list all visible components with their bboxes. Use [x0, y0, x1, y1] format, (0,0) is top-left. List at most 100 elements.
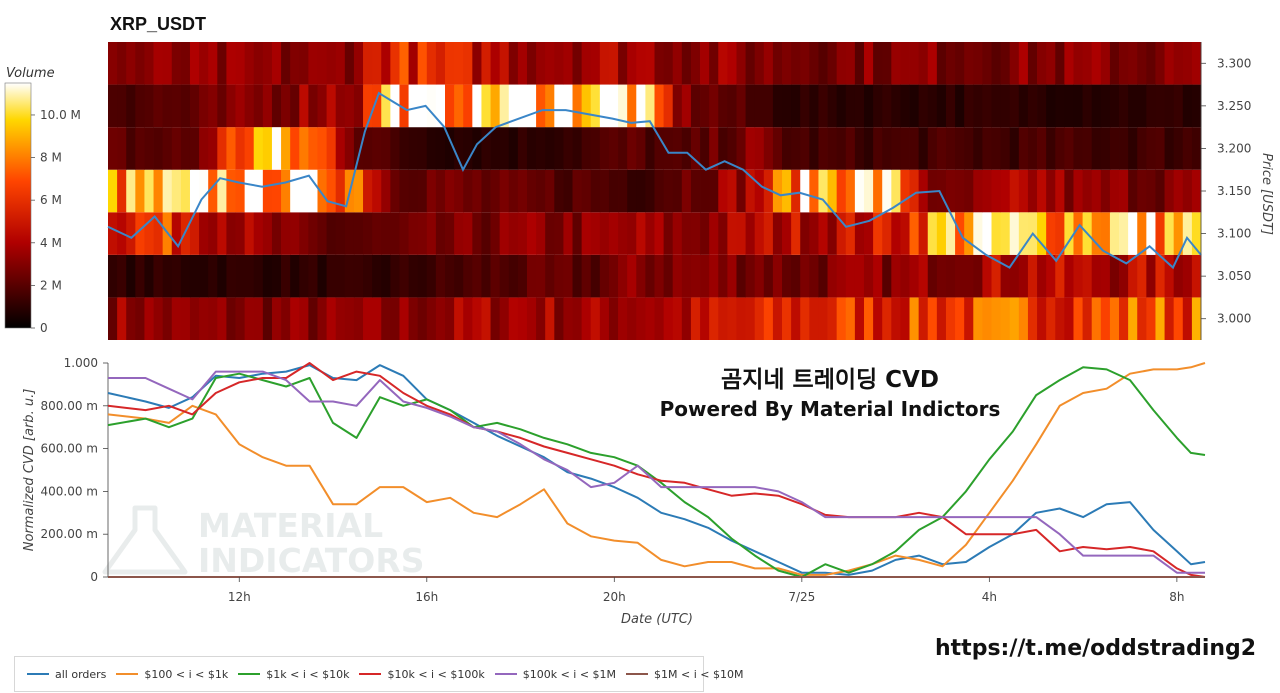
heatmap-cell	[836, 84, 847, 128]
heatmap-cell	[417, 212, 428, 255]
heatmap-cell	[135, 127, 145, 170]
heatmap-cell	[399, 84, 409, 128]
heatmap-cell	[681, 297, 692, 340]
heatmap-cell	[627, 254, 637, 298]
heatmap-cell	[782, 84, 792, 128]
heatmap-cell	[727, 42, 737, 85]
heatmap-cell	[563, 84, 573, 128]
heatmap-cell	[290, 297, 300, 340]
heatmap-cell	[1173, 212, 1184, 255]
cvd-y-tick-label: 1.000	[64, 356, 98, 370]
legend-item[interactable]: $1M < i < $10M	[626, 668, 743, 681]
heatmap-cell	[991, 212, 1002, 255]
heatmap-cell	[973, 42, 983, 85]
heatmap-cell	[554, 297, 564, 340]
heatmap-cell	[262, 297, 273, 340]
legend-item[interactable]: $100 < i < $1k	[116, 668, 228, 681]
heatmap-cell	[1000, 169, 1011, 213]
heatmap-cell	[945, 169, 956, 213]
heatmap-cell	[317, 169, 327, 213]
heatmap-cell	[1009, 127, 1020, 170]
heatmap-cell	[117, 297, 127, 340]
heatmap-cell	[1091, 297, 1102, 340]
heatmap-cell	[454, 84, 464, 128]
cvd-y-tick-label: 0	[90, 570, 98, 584]
heatmap-cell	[1018, 84, 1029, 128]
heatmap-cell	[709, 84, 719, 128]
heatmap-cell	[599, 254, 610, 298]
legend-item[interactable]: $100k < i < $1M	[494, 668, 616, 681]
heatmap-cell	[863, 169, 874, 213]
heatmap-cell	[171, 169, 182, 213]
heatmap-cell	[791, 169, 801, 213]
legend-swatch	[238, 673, 261, 675]
price-tick-label: 3.050	[1217, 269, 1251, 283]
heatmap-cell	[117, 42, 127, 85]
heatmap-cell	[126, 297, 136, 340]
heatmap-cell	[882, 169, 892, 213]
heatmap-cell	[308, 169, 318, 213]
heatmap-cell	[982, 127, 992, 170]
heatmap-cell	[681, 254, 692, 298]
heatmap-cell	[1155, 254, 1165, 298]
heatmap-cell	[882, 212, 892, 255]
price-tick-label: 3.150	[1217, 184, 1251, 198]
legend-item[interactable]: all orders	[27, 668, 106, 681]
heatmap-cell	[800, 169, 810, 213]
heatmap-cell	[809, 297, 819, 340]
heatmap-cell	[955, 297, 965, 340]
heatmap-cell	[1164, 42, 1175, 85]
heatmap-cell	[135, 212, 145, 255]
heatmap-cell	[290, 254, 300, 298]
heatmap-cell	[1182, 127, 1193, 170]
heatmap-cell	[545, 42, 555, 85]
heatmap-cell	[608, 42, 619, 85]
heatmap-cell	[526, 42, 537, 85]
heatmap-cell	[335, 42, 346, 85]
heatmap-cell	[226, 42, 236, 85]
heatmap-cell	[326, 42, 337, 85]
brand-overlay: 곰지네 트레이딩 CVD Powered By Material Indicto…	[600, 366, 1060, 424]
heatmap-cell	[189, 127, 200, 170]
heatmap-cell	[754, 169, 765, 213]
telegram-link[interactable]: https://t.me/oddstrading2	[935, 636, 1257, 661]
heatmap-cell	[526, 169, 537, 213]
heatmap-cell	[754, 212, 765, 255]
heatmap-cell	[672, 297, 683, 340]
heatmap-cell	[663, 127, 674, 170]
heatmap-cell	[918, 297, 929, 340]
heatmap-cell	[162, 297, 173, 340]
heatmap-cell	[344, 127, 355, 170]
heatmap-cell	[964, 297, 974, 340]
heatmap-cell	[490, 212, 501, 255]
heatmap-cell	[791, 127, 801, 170]
heatmap-cell	[344, 254, 355, 298]
heatmap-cell	[363, 84, 373, 128]
heatmap-cell	[791, 297, 801, 340]
heatmap-cell	[372, 212, 382, 255]
heatmap-cell	[636, 254, 646, 298]
heatmap-cell	[1191, 297, 1202, 340]
heatmap-cell	[727, 84, 737, 128]
heatmap-cell	[1164, 84, 1175, 128]
heatmap-cell	[672, 212, 683, 255]
heatmap-cell	[490, 297, 501, 340]
heatmap-cell	[1018, 42, 1029, 85]
legend-item[interactable]: $10k < i < $100k	[359, 668, 485, 681]
heatmap-cell	[672, 254, 683, 298]
heatmap-cell	[199, 212, 209, 255]
heatmap-cell	[854, 297, 865, 340]
legend-item[interactable]: $1k < i < $10k	[238, 668, 349, 681]
heatmap-cell	[244, 42, 255, 85]
heatmap-cell	[645, 297, 655, 340]
heatmap-cell	[208, 42, 218, 85]
heatmap-cell	[217, 84, 227, 128]
heatmap-cell	[536, 212, 546, 255]
heatmap-cell	[472, 212, 482, 255]
heatmap-cell	[363, 42, 373, 85]
legend-label: $1M < i < $10M	[654, 667, 744, 681]
heatmap-cell	[964, 127, 974, 170]
heatmap-cell	[836, 42, 847, 85]
heatmap-cell	[262, 84, 273, 128]
heatmap-cell	[1173, 297, 1184, 340]
